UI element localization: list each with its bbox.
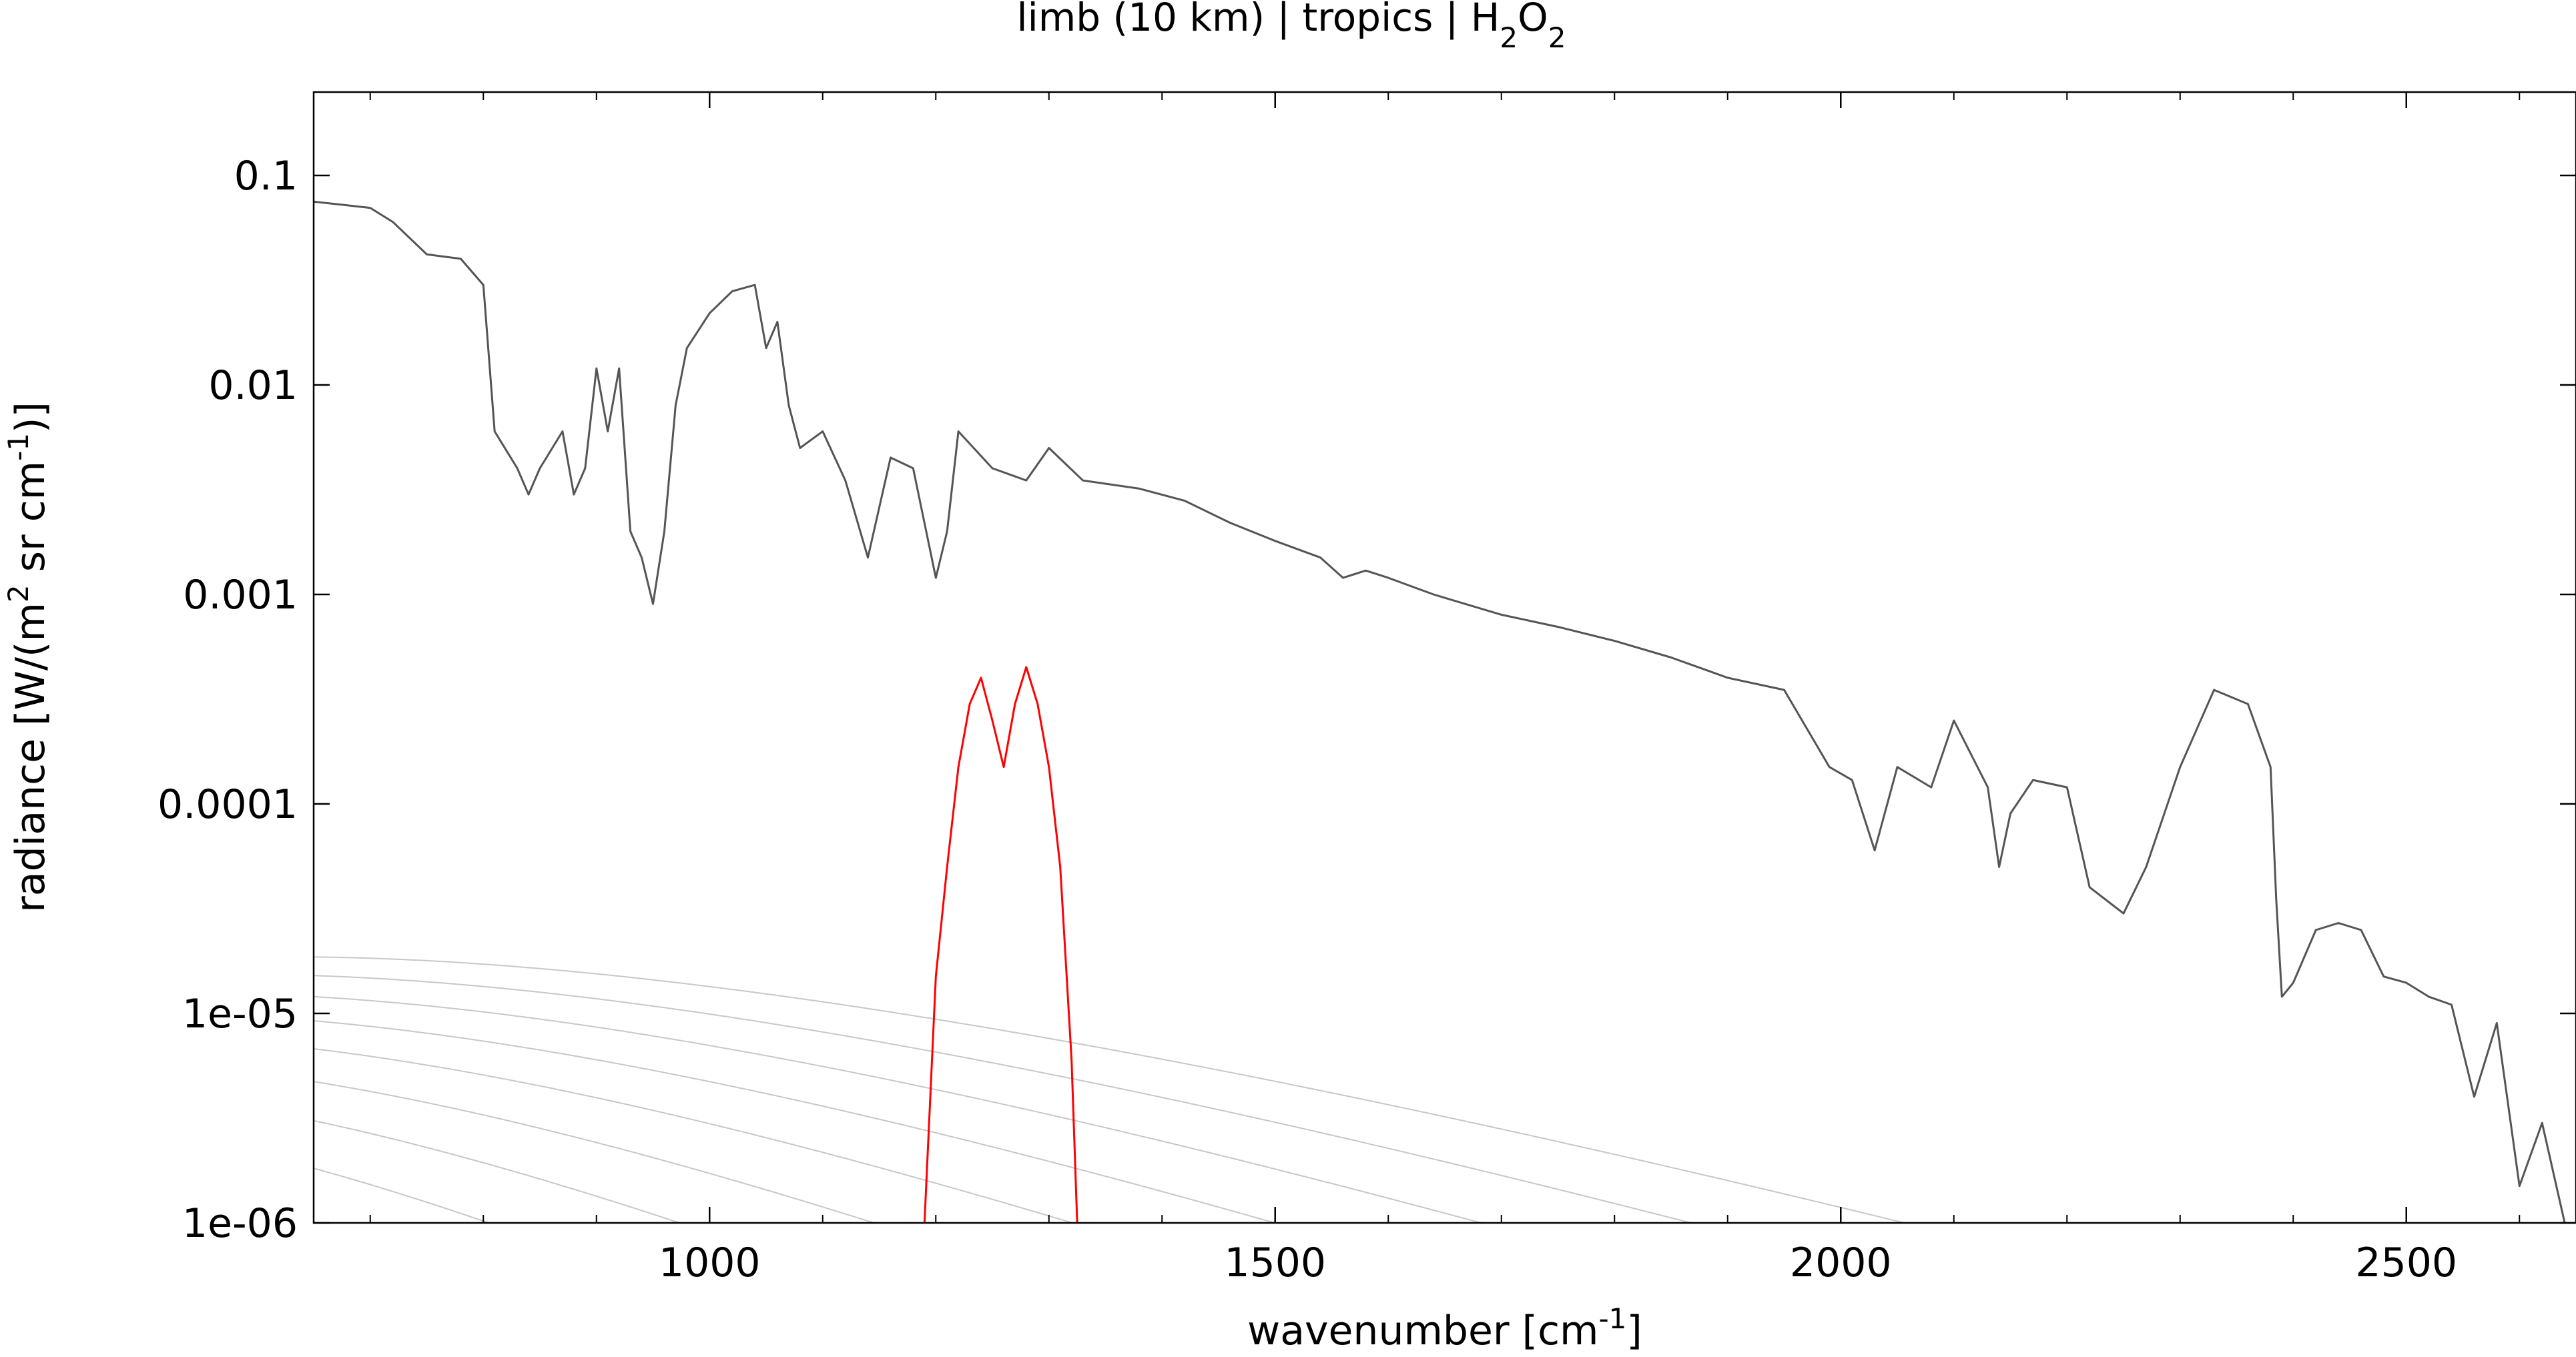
chart-title-sub1: 2 bbox=[1500, 21, 1518, 54]
y-tick-label: 0.1 bbox=[234, 153, 298, 199]
x-axis: 1000 1500 2000 2500 bbox=[369, 92, 2521, 1286]
y-tick-label: 0.001 bbox=[183, 572, 298, 618]
reference-curve-180K bbox=[313, 1168, 495, 1224]
series-layer bbox=[313, 200, 2566, 1224]
x-axis-title-prefix: wavenumber [cm bbox=[1247, 1308, 1598, 1354]
x-axis-title: wavenumber [cm-1] bbox=[1247, 1302, 1642, 1355]
x-axis-title-sup: -1 bbox=[1599, 1302, 1627, 1335]
reference-curve-220K bbox=[313, 1081, 880, 1224]
series-H2O2-contribution bbox=[923, 666, 1078, 1224]
x-tick-label-1500: 1500 bbox=[1224, 1240, 1326, 1286]
y-tick-label: 1e-05 bbox=[182, 991, 298, 1037]
y-axis-title-prefix: radiance [W/(m bbox=[7, 602, 54, 913]
reference-curve-280K bbox=[313, 995, 1490, 1224]
reference-curve-240K bbox=[313, 1048, 1083, 1224]
chart-title: limb (10 km) | tropics | H2O2 bbox=[1017, 0, 1566, 54]
y-axis-title-suffix: )] bbox=[7, 402, 54, 433]
y-axis-title: radiance [W/(m2 sr cm-1)] bbox=[2, 402, 55, 913]
y-tick-label: 1e-06 bbox=[182, 1200, 298, 1247]
chart-title-mid: O bbox=[1518, 0, 1548, 40]
x-tick-label-2500: 2500 bbox=[2355, 1240, 2457, 1286]
y-axis: 0.1 0.01 0.001 0.0001 1e-05 1e-06 bbox=[157, 153, 2576, 1247]
reference-curves bbox=[313, 956, 1915, 1224]
reference-curve-260K bbox=[313, 1020, 1281, 1224]
x-tick-label-2000: 2000 bbox=[1790, 1240, 1892, 1286]
reference-curve-300K bbox=[313, 975, 1700, 1224]
y-axis-title-sup2: -1 bbox=[2, 433, 35, 461]
reference-curve-200K bbox=[313, 1119, 687, 1224]
reference-curve-320K bbox=[313, 956, 1915, 1224]
y-axis-title-mid: sr cm bbox=[7, 461, 54, 585]
x-axis-title-suffix: ] bbox=[1626, 1308, 1642, 1354]
chart-title-prefix: limb (10 km) | tropics | H bbox=[1017, 0, 1500, 40]
series-total-radiance bbox=[313, 200, 2566, 1224]
chart-title-sub2: 2 bbox=[1548, 21, 1566, 54]
y-axis-title-sup1: 2 bbox=[2, 584, 35, 602]
x-tick-label-1000: 1000 bbox=[659, 1240, 761, 1286]
plot-frame bbox=[312, 91, 2576, 1224]
y-tick-label: 0.0001 bbox=[157, 781, 298, 828]
y-tick-label: 0.01 bbox=[208, 362, 298, 409]
